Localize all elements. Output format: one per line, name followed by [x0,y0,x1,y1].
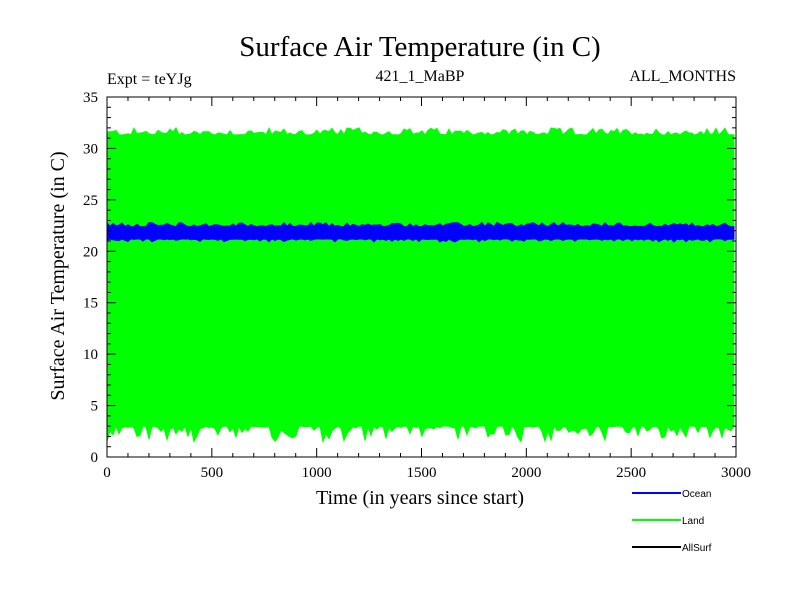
y-tick-label: 5 [91,399,99,415]
legend-label-ocean: Ocean [682,489,711,500]
x-tick-label: 1000 [302,465,332,481]
axes-layer: 0 500 1000 1500 2000 2500 3000 0 5 10 15 20 25 30 35 [83,90,751,481]
months-label: ALL_MONTHS [629,68,736,85]
series-ocean [106,221,735,243]
x-tick-label: 1500 [407,465,437,481]
x-tick-label: 2000 [511,465,541,481]
x-tick-label: 500 [201,465,224,481]
chart-title: Surface Air Temperature (in C) [239,31,600,63]
y-tick-label: 25 [83,193,98,209]
series-land [106,126,735,444]
experiment-label: Expt = teYJg [107,71,192,88]
run-label: 421_1_MaBP [376,68,465,85]
y-tick-label: 15 [83,296,98,312]
y-tick-label: 10 [83,347,98,363]
y-tick-label: 20 [83,244,98,260]
x-axis-label: Time (in years since start) [316,487,524,509]
y-tick-label: 35 [83,90,98,106]
y-tick-label: 30 [83,141,98,157]
x-tick-label: 3000 [721,465,751,481]
legend-label-allsurf: AllSurf [682,543,712,554]
legend: Ocean Land AllSurf [632,489,712,554]
y-tick-label: 0 [91,450,99,466]
x-tick-label: 0 [103,465,111,481]
series-layer [106,126,735,444]
y-axis-label: Surface Air Temperature (in C) [47,151,69,400]
x-tick-label: 2500 [616,465,646,481]
legend-label-land: Land [682,516,704,527]
